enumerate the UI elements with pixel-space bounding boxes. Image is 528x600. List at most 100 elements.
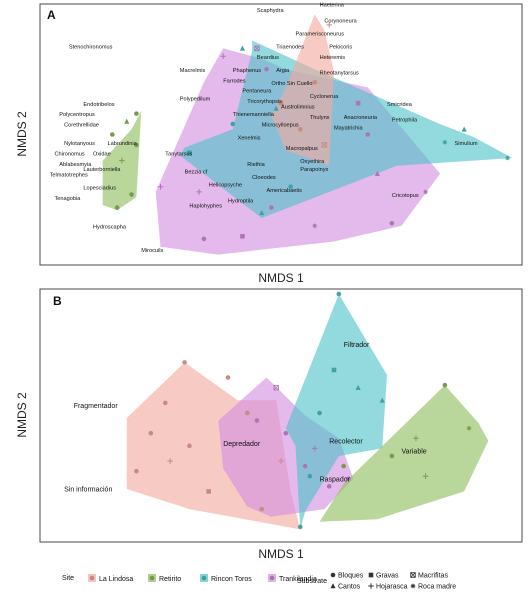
taxon-label: Haeterina [320, 3, 345, 9]
panel-b-x-axis-title: NMDS 1 [258, 547, 304, 561]
panel-a-point [355, 100, 361, 106]
taxon-label: Petrophila [392, 117, 418, 123]
functional-group-label: Sin información [64, 486, 112, 493]
taxon-label: Tenagobia [55, 196, 82, 202]
panel-a-points [110, 22, 510, 242]
panel-b-point [379, 397, 385, 403]
panel-b-point [311, 445, 318, 452]
taxon-label: Corethrellidae [64, 123, 99, 129]
panel-b-point [244, 410, 250, 416]
legend-site-marker [201, 575, 207, 581]
panel-b-point [341, 463, 346, 469]
taxon-label: Helicopsyche [209, 183, 242, 189]
taxon-label: Cricotopus [392, 193, 419, 199]
panel-b-point [163, 400, 168, 406]
legend-site-label: Rincon Toros [211, 576, 252, 583]
taxon-label: Hydroscapha [93, 225, 127, 231]
panel-a-hull-rincon-toros [179, 40, 513, 218]
taxon-label: Americabaetis [267, 188, 303, 194]
panel-b-point [336, 291, 342, 297]
legend-substrate-label: Bloques [338, 573, 364, 580]
taxon-label: Haplohyphes [189, 204, 222, 210]
functional-group-label: Depredador [223, 441, 261, 448]
taxon-label: Microcylloepus [262, 123, 299, 129]
taxon-label: Pentaneura [242, 89, 272, 95]
panel-b-point [355, 384, 361, 390]
panel-b-point [389, 453, 395, 459]
legend-substrate-label: Hojarasca [376, 584, 408, 591]
panel-a-point [129, 192, 134, 197]
panel-a-point [312, 80, 318, 85]
panel-b-point [254, 418, 260, 423]
panel-a-point [365, 132, 371, 137]
panel-a-point [220, 53, 226, 59]
panel-b-point [273, 384, 279, 391]
taxon-label: Simulium [455, 141, 478, 147]
panel-b-point [182, 360, 187, 365]
legend-substrate-marker [368, 572, 374, 578]
panel-b-point [278, 458, 284, 464]
taxon-label: Farrodes [223, 78, 246, 84]
panel-b-hulls [126, 294, 489, 530]
legend: Site La Lindosa Retirito Rincon Toros Trank… [62, 572, 456, 591]
taxon-label: Hydroptila [228, 198, 254, 204]
panel-b-hull-retirito [319, 385, 489, 522]
taxon-label: Endotribelos [83, 102, 114, 108]
taxon-label: Oxyethira [300, 159, 325, 165]
functional-group-label: Variable [402, 448, 427, 455]
taxon-label: Thienemanniella [233, 112, 275, 118]
legend-substrate-marker [330, 583, 336, 589]
taxon-label: Parapoinyx [300, 167, 328, 173]
panel-a-point [119, 157, 125, 164]
taxon-label: Lopesciadius [83, 185, 116, 191]
legend-substrate-marker [368, 583, 374, 589]
taxon-label: Oxidae [93, 151, 111, 157]
taxon-label: Macropalpus [286, 146, 318, 152]
taxon-label: Anacroneuria [344, 115, 378, 121]
legend-sites: La Lindosa Retirito Rincon Toros Trankiland… [88, 574, 317, 583]
panel-b-hull-rincon-toros [285, 294, 387, 530]
panel-a-point [264, 66, 269, 72]
taxon-label: Beardius [257, 55, 279, 61]
legend-site-label: Trankilandia [279, 576, 317, 583]
taxon-label: Mayatrichia [334, 125, 363, 131]
panel-b-points [134, 291, 472, 530]
legend-substrate-label: Gravas [376, 573, 399, 580]
panel-b-point [283, 430, 289, 436]
panel-b-point [297, 524, 303, 530]
functional-group-label: Filtrador [344, 342, 370, 349]
panel-a-point [278, 100, 284, 106]
panel-b-point [259, 506, 265, 512]
panel-a-point [259, 210, 265, 216]
legend-site-label: La Lindosa [99, 576, 133, 583]
panel-a-point [187, 150, 192, 156]
taxon-label: Argia [276, 68, 290, 74]
panel-b-y-axis-title: NMDS 2 [15, 392, 29, 438]
legend-substrate-marker [330, 572, 336, 578]
panel-a-taxon-labels: Mirocuils Hydroscapha TenagobiaLopesciadiu… [50, 3, 478, 254]
panel-a-label: A [47, 8, 56, 22]
taxon-label: Ortho Sin Cuello [271, 81, 312, 87]
panel-a-point [273, 105, 279, 111]
taxon-label: Lauterborniella [83, 167, 121, 173]
taxon-label: Scaphydra [257, 8, 285, 14]
panel-b-point [331, 367, 337, 373]
panel-b-point [206, 489, 211, 494]
panel-a-point [134, 142, 139, 148]
legend-site-label: Retirito [159, 576, 181, 583]
taxon-label: Labrundinia [108, 141, 138, 147]
taxon-label: Cyclonerua [310, 94, 339, 100]
taxon-label: Chironomus [55, 151, 85, 157]
taxon-label: Ablabesmyia [59, 162, 92, 168]
legend-site-title: Site [62, 575, 74, 582]
panel-a-point [230, 121, 236, 127]
taxon-label: Pelocoris [329, 44, 352, 50]
panel-a-point [297, 126, 303, 132]
panel-b-point [167, 458, 173, 464]
taxon-label: Paramerisconeurus [296, 31, 345, 37]
panel-a-point [239, 45, 246, 51]
taxon-label: Macrelmis [180, 68, 206, 74]
taxon-label: Heteremis [320, 55, 346, 61]
panel-a-point [240, 233, 245, 239]
panel-a-point [157, 183, 164, 190]
